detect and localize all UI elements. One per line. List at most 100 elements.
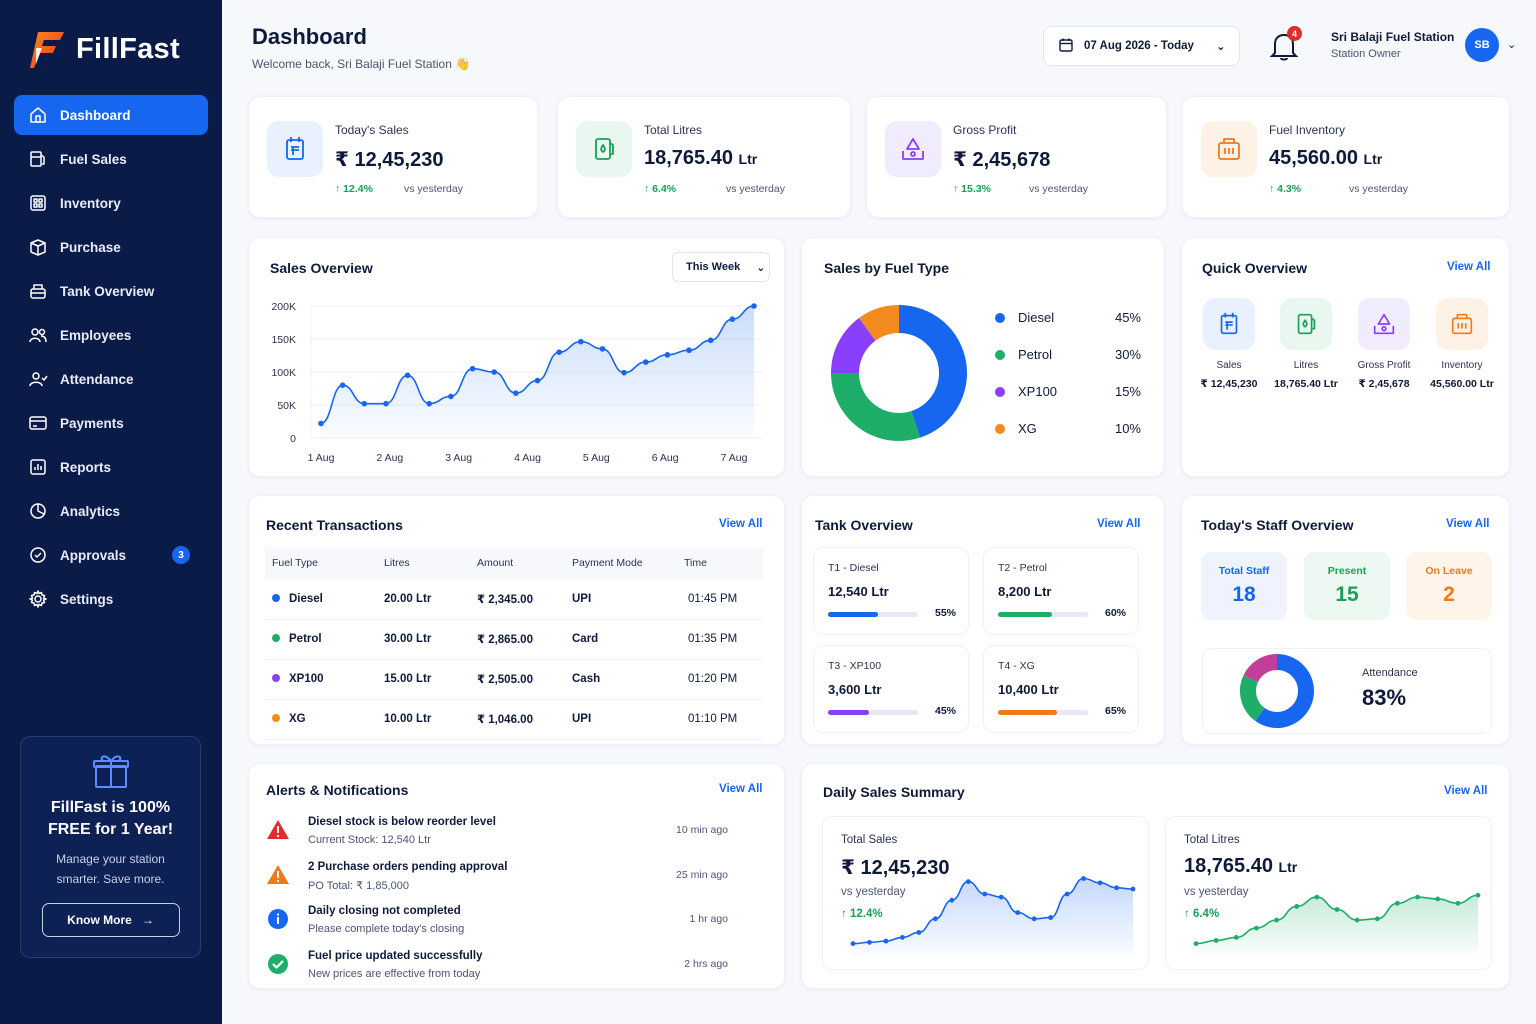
tank-name: T3 - XP100 bbox=[828, 660, 882, 672]
sales-point bbox=[513, 390, 519, 396]
alert-item[interactable]: Daily closing not completed Please comple… bbox=[266, 903, 764, 947]
week-filter-dropdown[interactable]: This Week ⌄ bbox=[672, 252, 770, 282]
user-role: Station Owner bbox=[1331, 48, 1401, 60]
sidebar-item-settings[interactable]: Settings bbox=[14, 579, 208, 619]
stat-value: 18,765.40 Ltr bbox=[644, 147, 757, 170]
check-icon bbox=[266, 952, 290, 976]
sales-overview-chart: 0 50K 100K 150K 200K 1 Aug 2 Aug 3 Aug 4 Aug 5 Au… bbox=[271, 301, 764, 464]
transactions-view-all-link[interactable]: View All bbox=[719, 518, 763, 530]
donut-slice bbox=[831, 317, 877, 374]
tank-view-all-link[interactable]: View All bbox=[1097, 518, 1141, 530]
quick-item-gross-profit[interactable]: Gross Profit ₹ 2,45,678 bbox=[1342, 298, 1426, 390]
staff-stat-present[interactable]: Present 15 bbox=[1304, 552, 1390, 620]
table-row[interactable]: XP100 15.00 Ltr ₹ 2,505.00 Cash 01:20 PM bbox=[265, 659, 763, 700]
sidebar-item-attendance[interactable]: Attendance bbox=[14, 359, 208, 399]
quick-item-inventory[interactable]: Inventory 45,560.00 Ltr bbox=[1420, 298, 1504, 390]
sidebar-item-approvals[interactable]: Approvals 3 bbox=[14, 535, 208, 575]
sidebar-item-dashboard[interactable]: Dashboard bbox=[14, 95, 208, 135]
sidebar-item-purchase[interactable]: Purchase bbox=[14, 227, 208, 267]
table-row[interactable]: XG 10.00 Ltr ₹ 1,046.00 UPI 01:10 PM bbox=[265, 699, 763, 740]
time-cell: 01:10 PM bbox=[677, 699, 763, 740]
amount-cell: ₹ 2,865.00 bbox=[470, 619, 565, 660]
legend-dot bbox=[995, 386, 1005, 397]
notification-bell-icon[interactable]: 4 bbox=[1269, 26, 1302, 62]
column-header: Time bbox=[677, 547, 763, 579]
staff-stat-total-staff[interactable]: Total Staff 18 bbox=[1201, 552, 1287, 620]
sales-point bbox=[642, 359, 649, 365]
attendance-panel bbox=[1202, 648, 1492, 734]
sparkline-point bbox=[900, 935, 905, 940]
y-tick-label: 200K bbox=[271, 301, 296, 313]
fuel-type-cell: XP100 bbox=[265, 659, 377, 700]
stat-compare-label: vs yesterday bbox=[726, 183, 785, 195]
brand-logo[interactable]: FillFast bbox=[28, 28, 180, 70]
fuel-type-donut-chart bbox=[831, 305, 967, 441]
sparkline-point bbox=[1114, 885, 1119, 891]
alert-item[interactable]: Fuel price updated successfully New price… bbox=[266, 948, 764, 992]
sidebar-item-label: Reports bbox=[60, 459, 112, 475]
tank-name: T2 - Petrol bbox=[998, 562, 1048, 574]
legend-dot bbox=[995, 349, 1005, 360]
daily-sparkline-chart bbox=[1193, 892, 1481, 956]
sidebar-item-inventory[interactable]: Inventory bbox=[14, 183, 208, 223]
arrow-right-icon: → bbox=[141, 913, 154, 927]
sales-point bbox=[707, 337, 714, 344]
sparkline-point bbox=[1395, 900, 1400, 906]
alert-time: 10 min ago bbox=[676, 824, 728, 836]
sidebar-item-employees[interactable]: Employees bbox=[14, 315, 208, 355]
table-row[interactable]: Petrol 30.00 Ltr ₹ 2,865.00 Card 01:35 PM bbox=[265, 619, 763, 660]
profit-icon bbox=[1358, 298, 1410, 350]
sales-point bbox=[599, 346, 606, 352]
daily-view-all-link[interactable]: View All bbox=[1444, 785, 1488, 797]
staff-view-all-link[interactable]: View All bbox=[1446, 518, 1490, 530]
tank-card-4[interactable]: T4 - XG 10,400 Ltr 65% bbox=[983, 645, 1139, 733]
chevron-down-icon: ⌄ bbox=[756, 261, 766, 274]
sidebar-item-analytics[interactable]: Analytics bbox=[14, 491, 208, 531]
fuel-type-cell: Petrol bbox=[265, 619, 377, 660]
quick-label: Inventory bbox=[1441, 360, 1483, 371]
analytics-icon bbox=[28, 501, 48, 521]
fuel-dot bbox=[272, 593, 280, 602]
sidebar-item-payments[interactable]: Payments bbox=[14, 403, 208, 443]
tank-level-fill bbox=[998, 710, 1057, 715]
fuel-name: XP100 bbox=[289, 673, 324, 685]
sparkline-point bbox=[982, 891, 988, 897]
table-row[interactable]: Diesel 20.00 Ltr ₹ 2,345.00 UPI 01:45 PM bbox=[265, 579, 763, 620]
user-info[interactable]: Sri Balaji Fuel Station Station Owner bbox=[1331, 30, 1454, 60]
daily-summary-title: Daily Sales Summary bbox=[823, 784, 965, 800]
legend-label: Diesel bbox=[1018, 310, 1055, 325]
sales-point bbox=[621, 369, 627, 376]
stat-label: Gross Profit bbox=[953, 123, 1017, 137]
stat-value-number: 45,560.00 bbox=[1269, 147, 1358, 169]
alert-item[interactable]: 2 Purchase orders pending approval PO Tot… bbox=[266, 859, 764, 903]
user-menu-chevron-icon[interactable]: ⌄ bbox=[1507, 39, 1517, 51]
date-range-picker[interactable]: 07 Aug 2026 - Today ⌄ bbox=[1043, 26, 1240, 66]
quick-label: Litres bbox=[1293, 360, 1319, 371]
x-tick-label: 7 Aug bbox=[721, 452, 748, 464]
stat-value-unit: Ltr bbox=[1363, 151, 1383, 167]
tank-card-3[interactable]: T3 - XP100 3,600 Ltr 45% bbox=[813, 645, 969, 733]
gear-icon bbox=[28, 589, 48, 609]
quick-view-all-link[interactable]: View All bbox=[1447, 261, 1491, 273]
sparkline-point bbox=[949, 897, 955, 903]
know-more-label: Know More bbox=[67, 913, 132, 927]
sidebar-item-reports[interactable]: Reports bbox=[14, 447, 208, 487]
fuel-type-title: Sales by Fuel Type bbox=[824, 260, 950, 276]
quick-item-sales[interactable]: Sales ₹ 12,45,230 bbox=[1187, 298, 1271, 390]
alerts-view-all-link[interactable]: View All bbox=[719, 783, 763, 795]
fuel-dot bbox=[272, 674, 280, 682]
avatar[interactable]: SB bbox=[1465, 28, 1499, 62]
transactions-table: Fuel Type Litres Amount Payment Mode Time Die… bbox=[265, 547, 763, 740]
quick-item-litres[interactable]: Litres 18,765.40 Ltr bbox=[1264, 298, 1348, 390]
donut-slice bbox=[898, 305, 967, 438]
promo-title: FillFast is 100% FREE for 1 Year! bbox=[47, 799, 174, 838]
sparkline-point bbox=[1294, 904, 1300, 909]
approvals-count-badge: 3 bbox=[172, 546, 190, 564]
staff-stat-on-leave[interactable]: On Leave 2 bbox=[1406, 552, 1492, 620]
alert-item[interactable]: Diesel stock is below reorder level Curre… bbox=[266, 814, 764, 858]
sidebar-item-tank-overview[interactable]: Tank Overview bbox=[14, 271, 208, 311]
tank-card-1[interactable]: T1 - Diesel 12,540 Ltr 55% bbox=[813, 547, 969, 635]
tank-card-2[interactable]: T2 - Petrol 8,200 Ltr 60% bbox=[983, 547, 1139, 635]
know-more-button[interactable]: Know More → bbox=[41, 903, 180, 937]
sidebar-item-fuel-sales[interactable]: Fuel Sales bbox=[14, 139, 208, 179]
